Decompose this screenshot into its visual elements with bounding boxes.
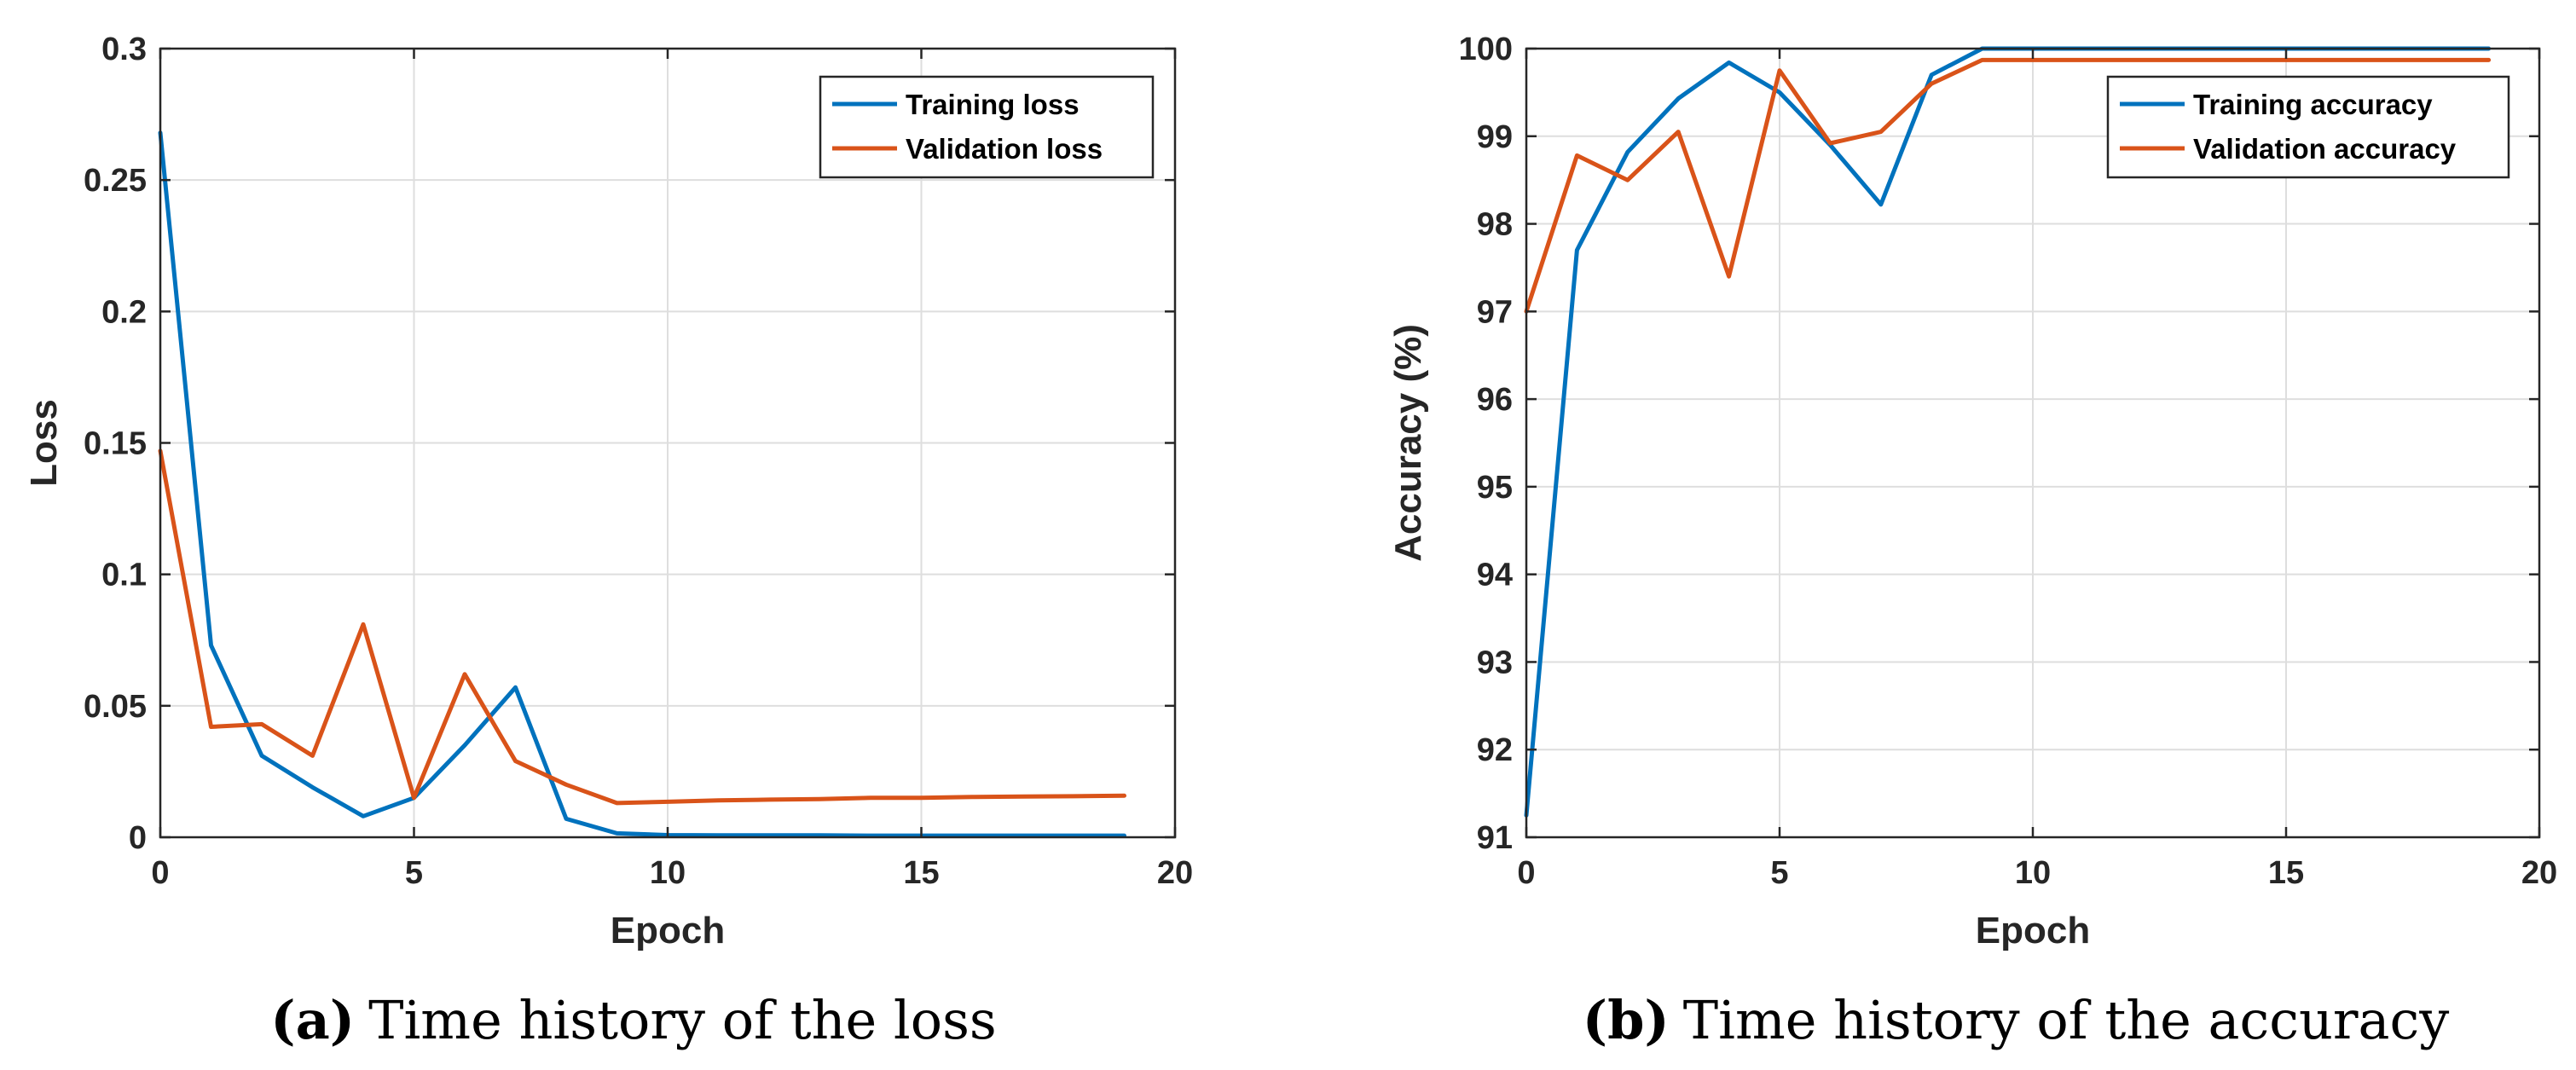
loss-series-layer [158, 130, 1126, 838]
accuracy-y-tick-label: 92 [1477, 732, 1513, 768]
loss-x-tick-label: 0 [151, 855, 169, 891]
loss-y-tick-label: 0.05 [84, 689, 147, 725]
loss-caption-text: Time history of the loss [368, 989, 997, 1051]
loss-x-tick-label: 15 [903, 855, 939, 891]
accuracy-y-tick-label: 91 [1477, 820, 1513, 856]
accuracy-legend: Training accuracy Validation accuracy [2106, 75, 2510, 179]
accuracy-ticks: 0 5 10 15 20 91 92 93 94 95 96 97 98 99 100 [1459, 32, 2558, 891]
loss-legend-label: Training loss [906, 89, 1080, 120]
accuracy-series-validation-line [1524, 57, 2492, 314]
accuracy-chart-panel: 0 5 10 15 20 91 92 93 94 95 96 97 98 99 100 Epoch Accu… [1387, 32, 2557, 1051]
accuracy-y-tick-label: 97 [1477, 294, 1513, 330]
loss-series-training-line [158, 130, 1126, 838]
accuracy-x-tick-label: 20 [2521, 855, 2557, 891]
loss-legend-box [819, 75, 1155, 179]
accuracy-y-tick-label: 100 [1459, 32, 1513, 67]
loss-gridlines [160, 49, 1175, 837]
loss-y-tick-label: 0.3 [101, 32, 147, 67]
loss-caption-letter: (a) [270, 989, 355, 1051]
loss-series-validation-line [158, 448, 1126, 806]
loss-chart-panel: 0 5 10 15 20 0 0.05 0.1 0.15 0.2 0.25 0.3 Epoch Los… [23, 32, 1193, 1051]
accuracy-x-axis-label: Epoch [1976, 910, 2090, 951]
loss-x-tick-label: 10 [650, 855, 686, 891]
accuracy-y-tick-label: 99 [1477, 119, 1513, 155]
loss-ticks: 0 5 10 15 20 0 0.05 0.1 0.15 0.2 0.25 0.3 [84, 32, 1193, 891]
accuracy-caption: (b) Time history of the accuracy [1583, 989, 2450, 1051]
accuracy-legend-label: Validation accuracy [2193, 133, 2457, 165]
loss-x-axis-label: Epoch [611, 910, 725, 951]
accuracy-x-tick-label: 15 [2268, 855, 2304, 891]
accuracy-y-tick-label: 95 [1477, 470, 1513, 506]
loss-x-tick-label: 5 [405, 855, 423, 891]
loss-legend: Training loss Validation loss [819, 75, 1155, 179]
loss-legend-label: Validation loss [906, 133, 1103, 165]
accuracy-y-tick-label: 98 [1477, 207, 1513, 243]
loss-y-axis-label: Loss [23, 399, 65, 487]
accuracy-y-tick-label: 94 [1477, 558, 1513, 593]
accuracy-legend-box [2106, 75, 2510, 179]
loss-y-tick-label: 0.1 [101, 558, 147, 593]
accuracy-x-tick-label: 0 [1517, 855, 1535, 891]
accuracy-y-tick-label: 93 [1477, 645, 1513, 680]
accuracy-x-tick-label: 5 [1770, 855, 1788, 891]
accuracy-caption-letter: (b) [1583, 989, 1670, 1051]
accuracy-caption-text: Time history of the accuracy [1683, 989, 2450, 1051]
accuracy-y-axis-label: Accuracy (%) [1387, 324, 1429, 562]
accuracy-legend-label: Training accuracy [2193, 89, 2433, 120]
loss-y-tick-label: 0.15 [84, 426, 147, 462]
loss-y-tick-label: 0.2 [101, 294, 147, 330]
loss-y-tick-label: 0.25 [84, 163, 147, 199]
accuracy-x-tick-label: 10 [2015, 855, 2051, 891]
loss-caption: (a) Time history of the loss [270, 989, 996, 1051]
loss-x-tick-label: 20 [1157, 855, 1193, 891]
loss-y-tick-label: 0 [129, 820, 147, 856]
accuracy-y-tick-label: 96 [1477, 382, 1513, 418]
